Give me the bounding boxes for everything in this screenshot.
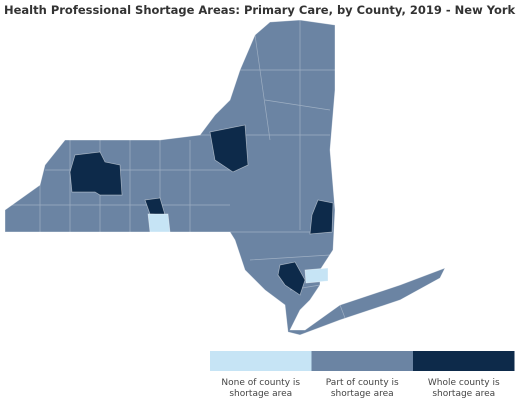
county-whole [209,124,249,173]
legend-label: shortage area [229,389,292,399]
county-whole [277,261,306,296]
county-none [304,267,329,284]
state-map [4,19,446,336]
county-none [147,213,171,233]
legend-label: None of county is [221,378,300,388]
map-title: Health Professional Shortage Areas: Prim… [4,3,516,17]
county-whole [309,199,334,235]
legend-label: Whole county is [428,378,500,388]
state-shape [4,19,446,336]
legend-label: shortage area [432,389,495,399]
legend-swatch [413,351,515,371]
legend-swatch [210,351,312,371]
legend-label: shortage area [331,389,394,399]
county-lines [5,20,346,319]
legend-label: Part of county is [326,378,399,388]
legend-swatch [311,351,413,371]
county-whole [69,151,123,196]
